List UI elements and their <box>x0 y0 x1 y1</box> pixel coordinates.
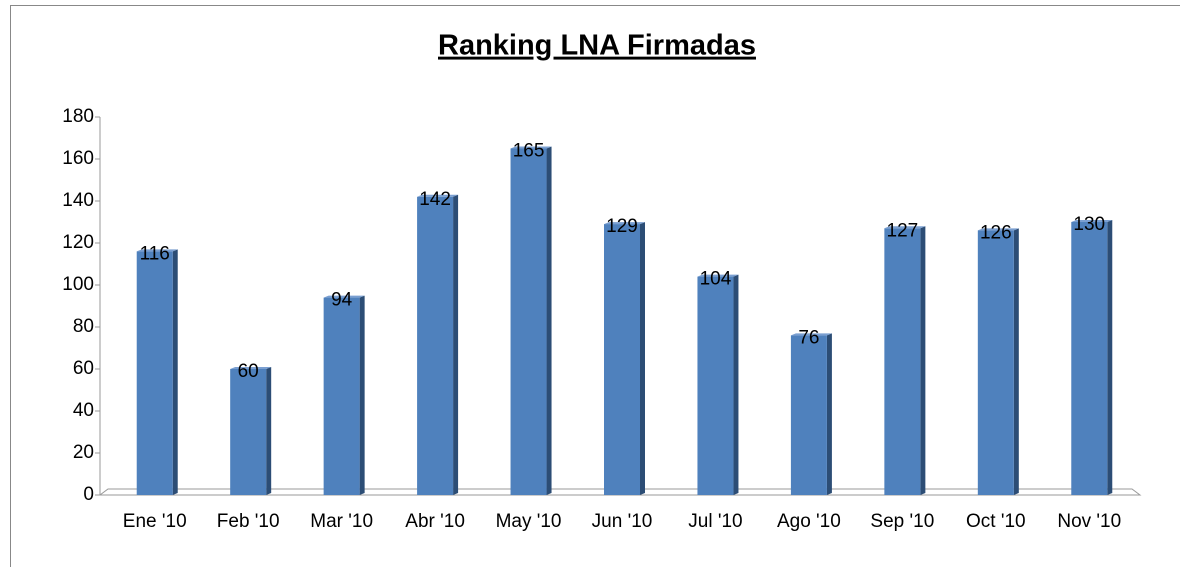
x-tick-label: Jun '10 <box>592 511 653 532</box>
x-tick-label: Abr '10 <box>405 511 465 532</box>
y-tick-label: 140 <box>62 190 94 211</box>
bar <box>977 230 1014 495</box>
bar-side <box>640 222 645 495</box>
data-label: 126 <box>980 222 1012 243</box>
x-tick-label: Oct '10 <box>966 511 1026 532</box>
y-tick-label: 160 <box>62 148 94 169</box>
bar <box>790 335 827 495</box>
bar-side <box>1107 220 1113 495</box>
bar-top <box>884 226 926 229</box>
bar-side <box>172 249 178 495</box>
x-tick-label: Mar '10 <box>310 511 373 532</box>
chart-title: Ranking LNA Firmadas <box>438 30 756 62</box>
bar-side <box>733 274 739 495</box>
y-tick-label: 20 <box>73 442 94 463</box>
data-label: 130 <box>1073 214 1105 235</box>
bar <box>697 276 734 495</box>
y-tick-label: 100 <box>62 274 94 295</box>
data-label: 142 <box>419 189 451 210</box>
bar-top <box>604 222 645 225</box>
bar <box>323 297 360 495</box>
bar-top <box>323 295 365 298</box>
x-tick-label: Jul '10 <box>688 511 742 532</box>
bar <box>136 251 173 495</box>
bar <box>884 228 921 496</box>
y-tick-label: 80 <box>73 316 94 337</box>
data-label: 104 <box>700 269 732 290</box>
bar-side <box>1013 228 1019 495</box>
y-tick-label: 0 <box>83 484 94 505</box>
bar-side <box>266 367 272 495</box>
bar-top <box>977 228 1019 231</box>
bar-side <box>453 194 459 496</box>
bar-side <box>920 226 926 496</box>
bar-side <box>359 295 365 495</box>
bar-top <box>510 146 552 149</box>
bar-side <box>546 146 552 495</box>
y-tick-label: 40 <box>73 400 94 421</box>
x-tick-label: Nov '10 <box>1057 511 1121 532</box>
bar-top <box>230 367 272 369</box>
data-label: 129 <box>606 216 638 237</box>
bar <box>230 369 267 495</box>
data-label: 127 <box>887 220 919 241</box>
x-tick-label: May '10 <box>496 511 562 532</box>
x-tick-label: Feb '10 <box>217 511 280 532</box>
bar-top <box>697 274 739 277</box>
data-label: 165 <box>513 141 545 162</box>
data-label: 76 <box>798 327 819 348</box>
bar-top <box>136 249 178 252</box>
data-label: 60 <box>238 361 259 382</box>
x-tick-label: Sep '10 <box>870 511 934 532</box>
bar <box>1071 222 1108 495</box>
x-tick-label: Ago '10 <box>777 511 841 532</box>
y-tick-label: 180 <box>62 106 94 127</box>
y-tick-label: 120 <box>62 232 94 253</box>
bar-side <box>826 333 832 495</box>
data-label: 116 <box>140 243 170 264</box>
bar-top <box>790 333 832 336</box>
bar <box>417 196 454 496</box>
bar <box>510 148 547 495</box>
bar <box>604 224 640 495</box>
y-tick-label: 60 <box>73 358 94 379</box>
data-label: 94 <box>331 290 353 311</box>
x-tick-label: Ene '10 <box>123 511 187 532</box>
bar-top <box>417 194 459 197</box>
bar-top <box>1071 220 1113 222</box>
